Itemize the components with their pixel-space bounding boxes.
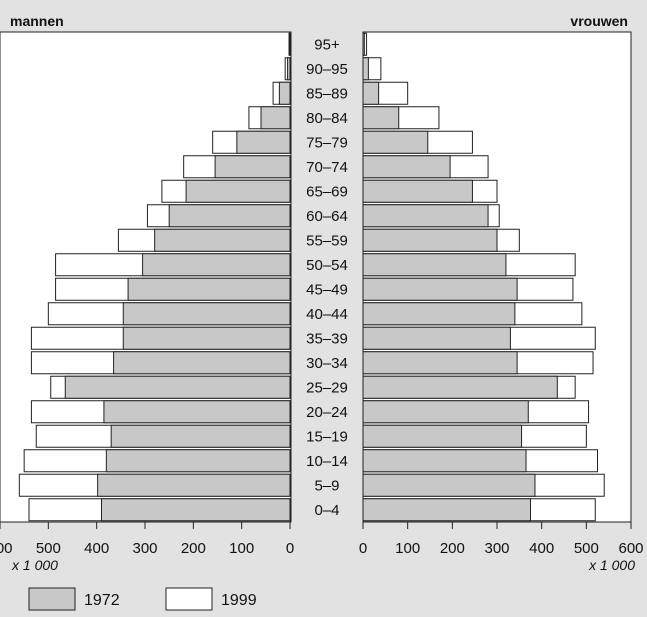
women-panel-label: vrouwen	[570, 13, 628, 29]
women-tick-label-200: 200	[440, 540, 465, 557]
legend-label-1999: 1999	[221, 592, 257, 609]
women-x-unit: x 1 000	[588, 557, 635, 573]
age-label-35–39: 35–39	[306, 330, 348, 347]
women-bar-1972-15–19	[362, 424, 523, 448]
men-bar-1972-30–34	[113, 351, 291, 375]
women-plot-area	[362, 31, 632, 523]
men-plot-area	[0, 31, 292, 523]
legend: 1972 1999	[28, 587, 257, 611]
age-label-10–14: 10–14	[306, 453, 348, 470]
women-bar-1972-70–74	[362, 155, 451, 179]
women-bar-1972-60–64	[362, 204, 489, 228]
age-label-95+: 95+	[314, 36, 340, 53]
age-label-25–29: 25–29	[306, 379, 348, 396]
women-tick-label-400: 400	[529, 540, 554, 557]
men-bar-1972-65–69	[185, 179, 291, 203]
women-bar-1972-90–95	[362, 57, 369, 81]
men-bars	[18, 32, 291, 522]
women-bar-1972-5–9	[362, 473, 536, 497]
men-bar-1972-60–64	[168, 204, 291, 228]
men-panel-label: mannen	[10, 13, 64, 29]
women-bar-1972-30–34	[362, 351, 518, 375]
men-bar-1972-5–9	[97, 473, 291, 497]
men-bar-1972-0–4	[101, 498, 291, 522]
age-label-90–95: 90–95	[306, 61, 348, 78]
age-label-15–19: 15–19	[306, 428, 348, 445]
legend-label-1972: 1972	[84, 592, 120, 609]
men-tick-label-200: 200	[181, 540, 206, 557]
men-bar-1972-55–59	[154, 228, 291, 252]
women-bar-1972-55–59	[362, 228, 498, 252]
men-tick-label-400: 400	[84, 540, 109, 557]
men-bar-1972-85–89	[278, 81, 291, 105]
age-label-75–79: 75–79	[306, 134, 348, 151]
men-tick-label-300: 300	[132, 540, 157, 557]
age-label-0–4: 0–4	[314, 502, 339, 519]
age-label-30–34: 30–34	[306, 355, 348, 372]
men-bar-1972-75–79	[236, 130, 291, 154]
women-bar-1972-10–14	[362, 449, 527, 473]
men-bar-1972-90–95	[287, 57, 291, 81]
women-bar-1972-35–39	[362, 326, 511, 350]
men-tick-label-500: 500	[36, 540, 61, 557]
legend-swatch-1999	[165, 587, 213, 611]
men-bar-1972-15–19	[110, 424, 291, 448]
age-label-5–9: 5–9	[314, 477, 339, 494]
age-label-80–84: 80–84	[306, 110, 348, 127]
men-bar-1972-20–24	[103, 400, 291, 424]
women-bar-1972-25–29	[362, 375, 558, 399]
age-label-70–74: 70–74	[306, 159, 348, 176]
women-tick-label-100: 100	[395, 540, 420, 557]
women-bar-1972-45–49	[362, 277, 518, 301]
women-bar-1972-85–89	[362, 81, 380, 105]
men-bar-1972-40–44	[122, 302, 291, 326]
men-tick-label-600: 600	[0, 540, 13, 557]
women-bar-1972-65–69	[362, 179, 473, 203]
women-bars	[362, 32, 605, 522]
legend-swatch-1972	[28, 587, 76, 611]
women-bar-1972-40–44	[362, 302, 516, 326]
age-label-65–69: 65–69	[306, 183, 348, 200]
men-bar-1972-45–49	[127, 277, 291, 301]
age-label-60–64: 60–64	[306, 208, 348, 225]
men-bar-1972-35–39	[122, 326, 291, 350]
men-tick-label-0: 0	[286, 540, 294, 557]
women-bar-1972-50–54	[362, 253, 507, 277]
men-x-unit: x 1 000	[11, 557, 58, 573]
women-bar-1972-95+	[362, 32, 365, 56]
men-bar-1972-80–84	[260, 106, 291, 130]
women-x-axis: 600 500 400 300 200 100 0	[359, 522, 644, 557]
women-tick-label-500: 500	[574, 540, 599, 557]
age-label-45–49: 45–49	[306, 281, 348, 298]
men-bar-1972-50–54	[142, 253, 291, 277]
age-label-50–54: 50–54	[306, 257, 348, 274]
women-bar-1972-75–79	[362, 130, 429, 154]
age-label-55–59: 55–59	[306, 232, 348, 249]
age-group-labels: 0–4 5–9 10–14 15–19 20–24 25–29 30–34 35–39 40–4…	[306, 36, 348, 519]
men-bar-1972-10–14	[105, 449, 291, 473]
men-bar-1972-70–74	[214, 155, 291, 179]
age-label-85–89: 85–89	[306, 85, 348, 102]
men-tick-label-100: 100	[229, 540, 254, 557]
women-bar-1972-0–4	[362, 498, 531, 522]
women-bar-1972-80–84	[362, 106, 400, 130]
age-label-20–24: 20–24	[306, 404, 348, 421]
men-bar-1972-25–29	[64, 375, 291, 399]
women-tick-label-600: 600	[618, 540, 643, 557]
age-label-40–44: 40–44	[306, 306, 348, 323]
women-tick-label-0: 0	[359, 540, 367, 557]
women-tick-label-300: 300	[484, 540, 509, 557]
men-x-axis: 600 500 400 300 200 100 0	[0, 522, 294, 557]
women-bar-1972-20–24	[362, 400, 529, 424]
